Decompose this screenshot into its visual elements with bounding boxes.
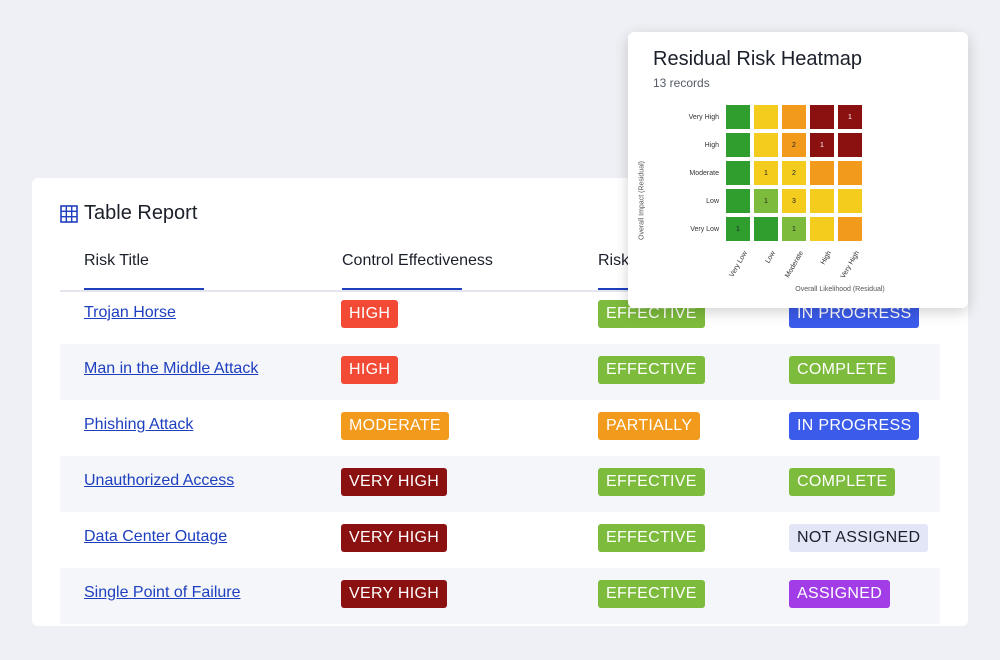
status-badge: IN PROGRESS xyxy=(789,412,920,440)
column-header-control-effectiveness[interactable]: Control Effectiveness xyxy=(342,252,493,291)
heatmap-record-count: 13 records xyxy=(653,76,710,90)
control-level-badge: HIGH xyxy=(341,356,399,384)
heatmap-cell[interactable] xyxy=(725,160,751,186)
table-row: Phishing Attack MODERATE PARTIALLY IN PROGR… xyxy=(60,400,940,456)
heatmap-cell[interactable] xyxy=(753,104,779,130)
heatmap-cell[interactable]: 1 xyxy=(809,132,835,158)
control-level-badge: HIGH xyxy=(341,300,399,328)
heatmap-cell[interactable] xyxy=(837,188,863,214)
control-level-badge: VERY HIGH xyxy=(341,580,448,608)
risk-title-link[interactable]: Data Center Outage xyxy=(84,528,228,545)
heatmap-cell[interactable] xyxy=(725,188,751,214)
heatmap-cell[interactable] xyxy=(809,160,835,186)
column-header-underline xyxy=(342,288,462,291)
heatmap-y-label: Moderate xyxy=(689,170,719,177)
column-header-label: Risk Title xyxy=(84,252,149,269)
status-badge: COMPLETE xyxy=(789,356,896,384)
heatmap-y-axis-title: Overall Impact (Residual) xyxy=(638,161,646,240)
heatmap-x-axis-title: Overall Likelihood (Residual) xyxy=(795,286,885,293)
heatmap-y-label: High xyxy=(704,142,719,149)
heatmap-y-label: Very Low xyxy=(690,226,719,233)
heatmap-cell[interactable] xyxy=(837,132,863,158)
heatmap-cell[interactable]: 1 xyxy=(725,216,751,242)
risk-title-link[interactable]: Man in the Middle Attack xyxy=(84,360,259,377)
table-row: Man in the Middle Attack HIGH EFFECTIVE COM… xyxy=(60,344,940,400)
table-row: Data Center Outage VERY HIGH EFFECTIVE NOT … xyxy=(60,512,940,568)
heatmap-cell[interactable]: 1 xyxy=(781,216,807,242)
effectiveness-badge: EFFECTIVE xyxy=(598,468,705,496)
column-header-label: Risk xyxy=(598,252,630,269)
status-badge: NOT ASSIGNED xyxy=(789,524,929,552)
heatmap-cell[interactable]: 1 xyxy=(753,160,779,186)
heatmap-cell[interactable]: 3 xyxy=(781,188,807,214)
heatmap-cell[interactable] xyxy=(781,104,807,130)
status-badge: COMPLETE xyxy=(789,468,896,496)
header-divider xyxy=(60,290,940,292)
column-header-risk[interactable]: Risk xyxy=(598,252,658,291)
heatmap-cell[interactable]: 2 xyxy=(781,160,807,186)
heatmap-cell[interactable]: 1 xyxy=(837,104,863,130)
heatmap-y-label: Low xyxy=(706,198,719,205)
column-header-risk-title[interactable]: Risk Title xyxy=(84,252,204,291)
report-title: Table Report xyxy=(60,202,197,225)
table-row: Trojan Horse HIGH EFFECTIVE IN PROGRESS xyxy=(60,288,940,344)
status-badge: ASSIGNED xyxy=(789,580,891,608)
heatmap-cell[interactable]: 2 xyxy=(781,132,807,158)
table-row: Single Point of Failure VERY HIGH EFFECTIV… xyxy=(60,568,940,624)
report-title-text: Table Report xyxy=(84,202,198,224)
effectiveness-badge: PARTIALLY xyxy=(598,412,701,440)
heatmap-card: Residual Risk Heatmap 13 records Overall… xyxy=(628,32,968,308)
effectiveness-badge: EFFECTIVE xyxy=(598,580,705,608)
effectiveness-badge: EFFECTIVE xyxy=(598,524,705,552)
heatmap-cell[interactable]: 1 xyxy=(753,188,779,214)
heatmap-cell[interactable] xyxy=(809,216,835,242)
heatmap-cell[interactable] xyxy=(725,132,751,158)
risk-title-link[interactable]: Trojan Horse xyxy=(84,304,176,321)
column-header-label: Control Effectiveness xyxy=(342,252,493,269)
table-grid-icon xyxy=(60,204,78,223)
heatmap-cell[interactable] xyxy=(753,132,779,158)
heatmap-cell[interactable] xyxy=(837,216,863,242)
heatmap-cell[interactable] xyxy=(753,216,779,242)
control-level-badge: VERY HIGH xyxy=(341,524,448,552)
effectiveness-badge: EFFECTIVE xyxy=(598,356,705,384)
heatmap-title: Residual Risk Heatmap xyxy=(653,48,862,70)
risk-title-link[interactable]: Unauthorized Access xyxy=(84,472,235,489)
risk-title-link[interactable]: Single Point of Failure xyxy=(84,584,241,601)
control-level-badge: VERY HIGH xyxy=(341,468,448,496)
control-level-badge: MODERATE xyxy=(341,412,449,440)
heatmap-y-label: Very High xyxy=(688,114,719,121)
column-header-underline xyxy=(84,288,204,291)
heatmap-cell[interactable] xyxy=(725,104,751,130)
heatmap-cell[interactable] xyxy=(809,188,835,214)
risk-title-link[interactable]: Phishing Attack xyxy=(84,416,194,433)
table-row: Unauthorized Access VERY HIGH EFFECTIVE COM… xyxy=(60,456,940,512)
heatmap-cell[interactable] xyxy=(837,160,863,186)
heatmap-cell[interactable] xyxy=(809,104,835,130)
